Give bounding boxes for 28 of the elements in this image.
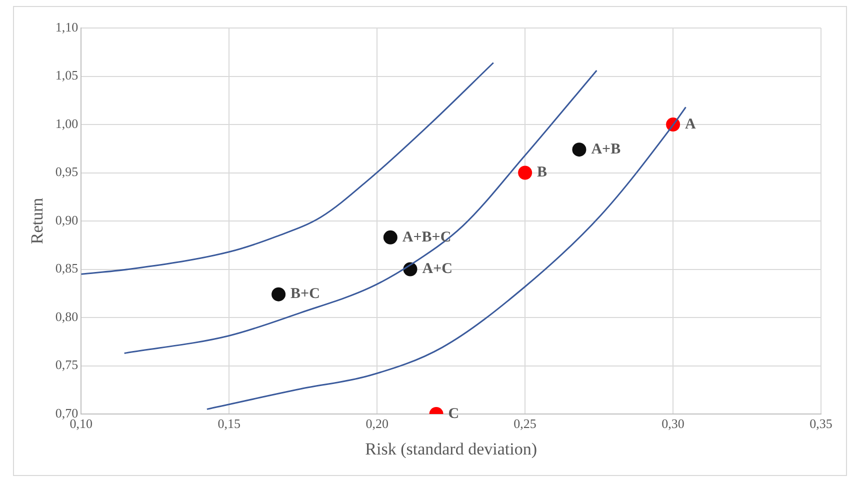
data-label: A+C — [422, 261, 452, 278]
point — [272, 287, 286, 302]
line-series — [81, 62, 494, 275]
data-label: B+C — [290, 286, 320, 302]
y-tick-label: 1,10 — [55, 19, 78, 34]
x-tick-label: 0,25 — [514, 416, 536, 432]
point — [518, 166, 532, 180]
y-tick-label: 1,05 — [55, 68, 78, 83]
x-tick-label: 0,35 — [810, 416, 832, 432]
y-tick-label: 0,75 — [55, 357, 78, 372]
x-tick-label: 0,30 — [662, 416, 684, 432]
x-tick-label: 0,15 — [218, 416, 240, 432]
x-tick-label: 0,20 — [366, 416, 388, 432]
point — [383, 230, 398, 244]
data-label: A+B+C — [402, 229, 452, 246]
data-label: A+B — [591, 141, 621, 158]
y-tick-label: 1,00 — [55, 116, 78, 131]
y-tick-label: 0,95 — [55, 164, 78, 180]
point — [572, 142, 586, 157]
line-series — [206, 106, 687, 410]
data-label: C — [448, 406, 460, 422]
data-label: B — [537, 164, 548, 181]
y-tick-label: 0,90 — [55, 212, 78, 228]
y-tick-label: 0,85 — [55, 260, 78, 276]
y-axis-title: Return — [28, 197, 47, 244]
y-tick-label: 0,80 — [55, 308, 78, 324]
x-axis-title: Risk (standard deviation) — [365, 439, 538, 458]
data-label: A — [685, 116, 696, 132]
